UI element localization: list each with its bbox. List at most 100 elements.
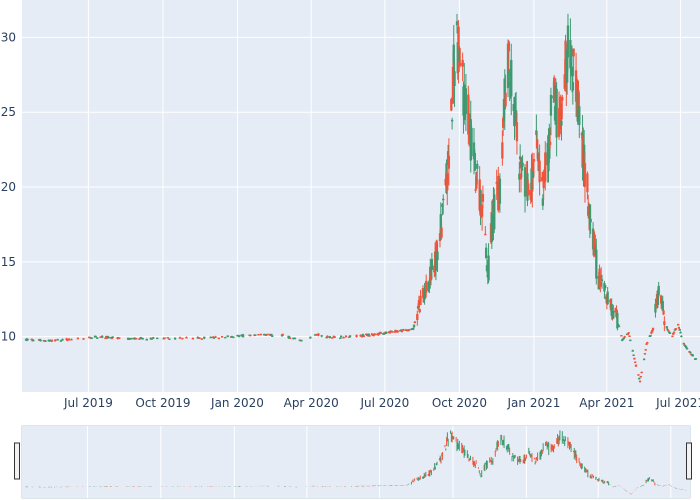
candle bbox=[678, 328, 681, 331]
candle bbox=[362, 335, 365, 337]
candle bbox=[694, 358, 698, 360]
x-tick-label: Jul 2021 bbox=[655, 396, 700, 410]
candle bbox=[70, 338, 73, 341]
candle bbox=[135, 337, 138, 340]
candle bbox=[300, 339, 303, 342]
candle bbox=[166, 337, 169, 339]
candle bbox=[639, 375, 643, 378]
candle bbox=[348, 335, 352, 338]
candle bbox=[532, 152, 536, 177]
candle bbox=[676, 323, 680, 326]
candle bbox=[416, 310, 419, 326]
candle bbox=[566, 13, 570, 72]
x-tick-label: Jul 2019 bbox=[63, 396, 113, 410]
candle bbox=[487, 243, 490, 284]
candle bbox=[200, 338, 203, 340]
candle bbox=[571, 66, 574, 105]
candle bbox=[599, 278, 602, 293]
candle bbox=[217, 337, 220, 340]
candle bbox=[379, 331, 382, 334]
candle bbox=[130, 337, 133, 340]
candle bbox=[402, 328, 405, 331]
candle bbox=[212, 337, 216, 339]
candle bbox=[254, 334, 257, 336]
candle bbox=[649, 334, 652, 337]
candle bbox=[94, 335, 97, 338]
candle bbox=[237, 334, 241, 338]
candle bbox=[455, 13, 459, 34]
candle bbox=[519, 144, 522, 169]
x-tick-label: Jul 2020 bbox=[359, 396, 409, 410]
candle bbox=[54, 339, 57, 342]
candle bbox=[555, 82, 558, 157]
candle bbox=[368, 334, 371, 337]
candle bbox=[638, 377, 641, 380]
x-tick-label: Jan 2020 bbox=[210, 396, 264, 410]
range-slider-left-handle[interactable] bbox=[14, 442, 20, 480]
candle bbox=[214, 335, 217, 338]
candle bbox=[331, 337, 334, 339]
candle bbox=[527, 179, 530, 196]
candle bbox=[632, 354, 635, 356]
candle bbox=[408, 328, 411, 331]
candle bbox=[107, 336, 110, 339]
candle bbox=[646, 341, 649, 344]
candle bbox=[606, 287, 609, 306]
candle bbox=[259, 333, 263, 336]
candle bbox=[111, 336, 114, 339]
candle bbox=[163, 337, 166, 339]
candle bbox=[685, 347, 689, 350]
candle bbox=[637, 374, 640, 376]
candle bbox=[333, 336, 336, 339]
candle bbox=[548, 127, 552, 150]
candle bbox=[50, 339, 54, 343]
candle bbox=[293, 337, 297, 340]
candle bbox=[425, 274, 428, 298]
candle bbox=[662, 308, 665, 316]
candle bbox=[450, 117, 454, 130]
candle bbox=[450, 97, 453, 112]
candle bbox=[578, 92, 581, 138]
candle bbox=[640, 371, 643, 374]
range-slider-right-handle[interactable] bbox=[686, 442, 692, 480]
candle bbox=[418, 308, 421, 314]
candle bbox=[680, 335, 683, 338]
candle bbox=[629, 339, 632, 342]
candle bbox=[634, 364, 638, 367]
candle bbox=[691, 354, 694, 357]
y-tick-label: 30 bbox=[1, 30, 16, 44]
candle bbox=[668, 332, 672, 334]
x-tick-label: Apr 2021 bbox=[579, 396, 634, 410]
candle bbox=[633, 357, 636, 360]
candle bbox=[344, 335, 348, 338]
candle bbox=[644, 349, 647, 351]
candle bbox=[473, 149, 476, 172]
candle bbox=[501, 130, 504, 166]
candle bbox=[118, 337, 121, 340]
candle bbox=[396, 330, 400, 333]
candle bbox=[549, 87, 553, 136]
candle bbox=[90, 337, 93, 339]
candle bbox=[156, 337, 159, 340]
range-slider-background bbox=[22, 426, 690, 498]
candle bbox=[101, 335, 104, 339]
candle bbox=[583, 152, 587, 203]
y-tick-label: 10 bbox=[1, 330, 16, 344]
candle bbox=[685, 345, 688, 349]
candle bbox=[185, 336, 188, 339]
candle bbox=[203, 336, 206, 340]
candle bbox=[589, 204, 592, 234]
candle bbox=[481, 185, 485, 209]
range-slider-candles bbox=[25, 430, 687, 495]
candle bbox=[631, 349, 634, 352]
candle bbox=[689, 351, 692, 354]
candle bbox=[224, 336, 227, 339]
candle bbox=[249, 334, 252, 337]
candle bbox=[561, 94, 564, 120]
candle bbox=[453, 61, 456, 107]
range-slider[interactable] bbox=[14, 425, 692, 499]
candle bbox=[209, 336, 212, 339]
candle bbox=[504, 74, 507, 108]
candle bbox=[281, 333, 284, 336]
candle bbox=[620, 335, 623, 337]
